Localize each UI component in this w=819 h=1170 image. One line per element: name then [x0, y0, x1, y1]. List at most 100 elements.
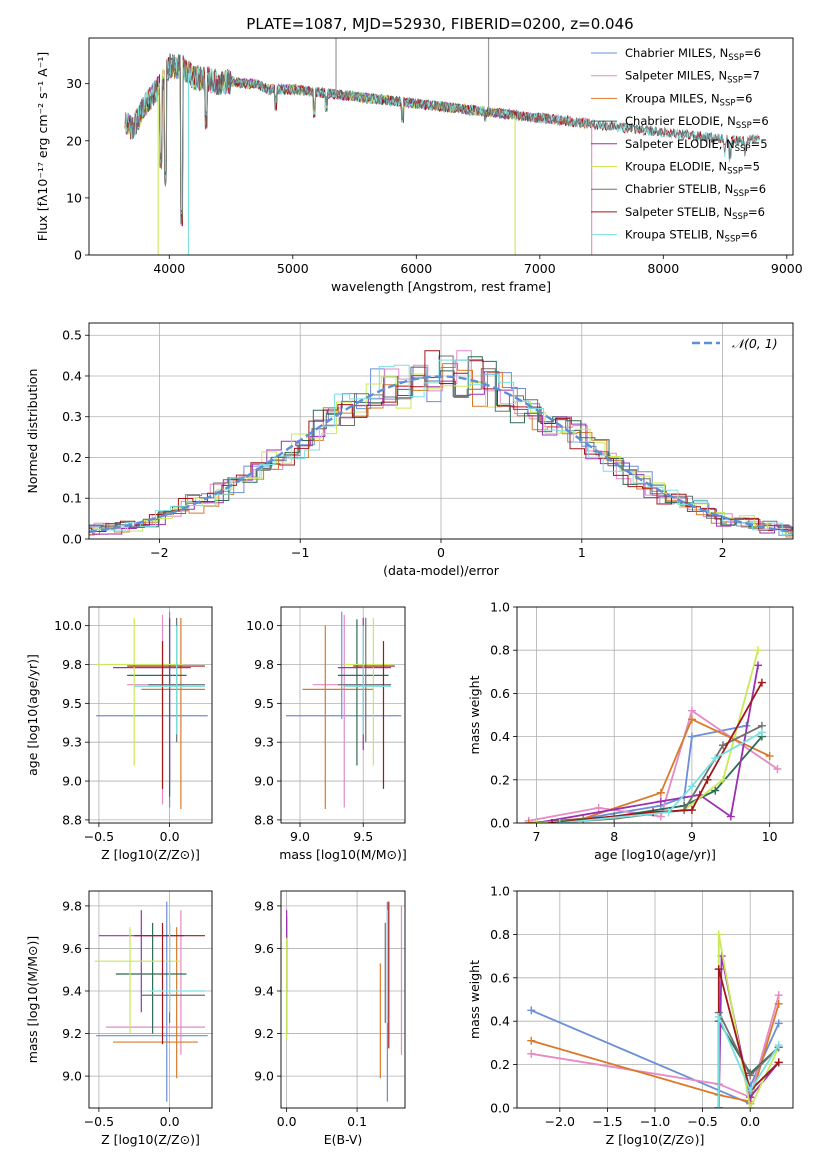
- weight-marker: [711, 786, 720, 795]
- y-tick-label: 0.4: [490, 1014, 510, 1029]
- legend-subscript: SSP: [727, 76, 743, 86]
- weight-marker: [687, 806, 696, 815]
- x-tick-label: 0.0: [160, 829, 180, 844]
- residual-histogram: [89, 350, 793, 532]
- weight-marker: [746, 1104, 755, 1108]
- weight-marker: [656, 797, 665, 806]
- weight-marker: [754, 646, 763, 655]
- y-tick-label: 0.2: [490, 772, 510, 787]
- y-tick-label: 9.6: [62, 941, 82, 956]
- y-axis-label: Flux [fλ10⁻¹⁷ erg cm⁻² s⁻¹ A⁻¹]: [35, 52, 50, 241]
- x-tick-label: −2: [150, 545, 168, 560]
- legend-tail: =6: [749, 182, 766, 196]
- x-tick-label: 10: [762, 829, 778, 844]
- y-tick-label: 9.5: [62, 696, 82, 711]
- y-tick-label: 9.2: [254, 1026, 274, 1041]
- x-tick-label: −1.0: [640, 1114, 670, 1129]
- y-tick-label: 9.4: [254, 983, 274, 998]
- weight-marker: [746, 1086, 755, 1095]
- y-tick-label: 0.8: [490, 927, 510, 942]
- x-tick-label: 8000: [647, 261, 679, 276]
- weight-series-group: [527, 930, 783, 1108]
- x-axis-label: Z [log10(Z/Z⊙)]: [101, 1132, 200, 1147]
- y-tick-label: 10.0: [54, 618, 82, 633]
- y-tick-label: 0.0: [62, 532, 82, 547]
- x-tick-label: 9.0: [290, 829, 310, 844]
- legend-label: Kroupa ELODIE, N: [625, 160, 727, 174]
- weight-marker: [555, 819, 564, 823]
- weight-marker: [774, 999, 783, 1008]
- legend-label: Chabrier ELODIE, N: [625, 114, 736, 128]
- weight-line: [717, 1016, 780, 1108]
- plot-area: 4000 5000 6000 7000 8000 90000102030wavelengt…: [25, 37, 803, 1147]
- y-tick-label: 10.0: [246, 618, 274, 633]
- residual-histogram: [89, 359, 793, 536]
- x-tick-label: 2: [719, 545, 727, 560]
- weight-marker: [687, 715, 696, 724]
- mass-vs-Z-chart: −0.5 0.0 9.0 9.2 9.4 9.6 9.8 Z [log10(Z/Z⊙)] mas…: [25, 890, 213, 1147]
- y-tick-label: 9.3: [62, 735, 82, 750]
- axes-frame: [516, 606, 794, 824]
- legend-entry: Chabrier STELIB, NSSP=6: [625, 182, 766, 199]
- weight-marker: [532, 819, 541, 823]
- weight-marker: [757, 678, 766, 687]
- legend-label: Salpeter STELIB, N: [625, 205, 732, 219]
- x-tick-label: 0.0: [740, 1114, 760, 1129]
- weight-marker: [687, 706, 696, 715]
- weight-marker: [773, 765, 782, 773]
- weight-marker: [714, 965, 723, 974]
- y-tick-label: 9.5: [254, 696, 274, 711]
- y-tick-label: 9.8: [254, 657, 274, 672]
- y-tick-label: 9.8: [62, 657, 82, 672]
- y-tick-label: 9.0: [62, 774, 82, 789]
- weight-marker: [594, 803, 603, 812]
- y-tick-label: 30: [66, 76, 82, 91]
- y-axis-label: mass weight: [467, 675, 482, 754]
- legend-subscript: SSP: [727, 167, 743, 177]
- x-tick-label: 6000: [400, 261, 432, 276]
- spectrum-chart: 4000 5000 6000 7000 8000 9000 0 10 20 30 wavelengt…: [35, 37, 803, 294]
- x-tick-label: 0.0: [277, 1114, 297, 1129]
- axes-frame: [88, 606, 213, 824]
- x-axis-label: Z [log10(Z/Z⊙)]: [606, 1132, 705, 1147]
- y-axis-label: Normed distribution: [25, 369, 40, 494]
- legend-label: Chabrier MILES, N: [625, 46, 728, 60]
- x-axis-label: wavelength [Angstrom, rest frame]: [331, 279, 551, 294]
- y-tick-label: 1.0: [490, 600, 510, 615]
- weight-line: [531, 994, 780, 1099]
- spectrum-line: [125, 53, 760, 224]
- weight-marker: [774, 991, 783, 1000]
- legend-entry: Salpeter MILES, NSSP=7: [625, 69, 760, 86]
- x-tick-label: −1.5: [592, 1114, 622, 1129]
- errorbar-group: [286, 901, 403, 1102]
- age-vs-Z-chart: −0.5 0.0 8.8 9.0 9.3 9.5 9.8 10.0 Z [log10(Z/Z⊙)…: [25, 606, 213, 862]
- weight-marker: [719, 741, 728, 750]
- y-tick-label: 9.8: [62, 898, 82, 913]
- legend-tail: =5: [751, 137, 768, 151]
- y-tick-label: 0.4: [490, 729, 510, 744]
- y-tick-label: 9.8: [254, 898, 274, 913]
- y-tick-label: 0.1: [62, 491, 82, 506]
- legend-tail: =6: [740, 228, 757, 242]
- y-tick-label: 9.0: [254, 1069, 274, 1084]
- weight-marker: [687, 782, 696, 791]
- weight-marker: [664, 808, 673, 817]
- y-tick-label: 1.0: [490, 884, 510, 899]
- weight-marker: [711, 754, 720, 763]
- y-tick-label: 20: [66, 133, 82, 148]
- weight-series-group: [524, 646, 782, 823]
- residual-histogram: [89, 363, 793, 538]
- gaussian-curve: [89, 375, 793, 534]
- legend-subscript: SSP: [728, 53, 744, 63]
- weight-marker: [524, 819, 533, 823]
- y-tick-label: 9.4: [62, 983, 82, 998]
- y-tick-label: 10: [66, 190, 82, 205]
- x-tick-label: 7000: [524, 261, 556, 276]
- weight-marker: [746, 1071, 755, 1080]
- y-axis-label: mass weight: [467, 960, 482, 1039]
- weight-marker: [527, 1049, 536, 1058]
- axes-frame: [88, 322, 794, 540]
- x-tick-label: 5000: [277, 261, 309, 276]
- legend-subscript: SSP: [733, 189, 749, 199]
